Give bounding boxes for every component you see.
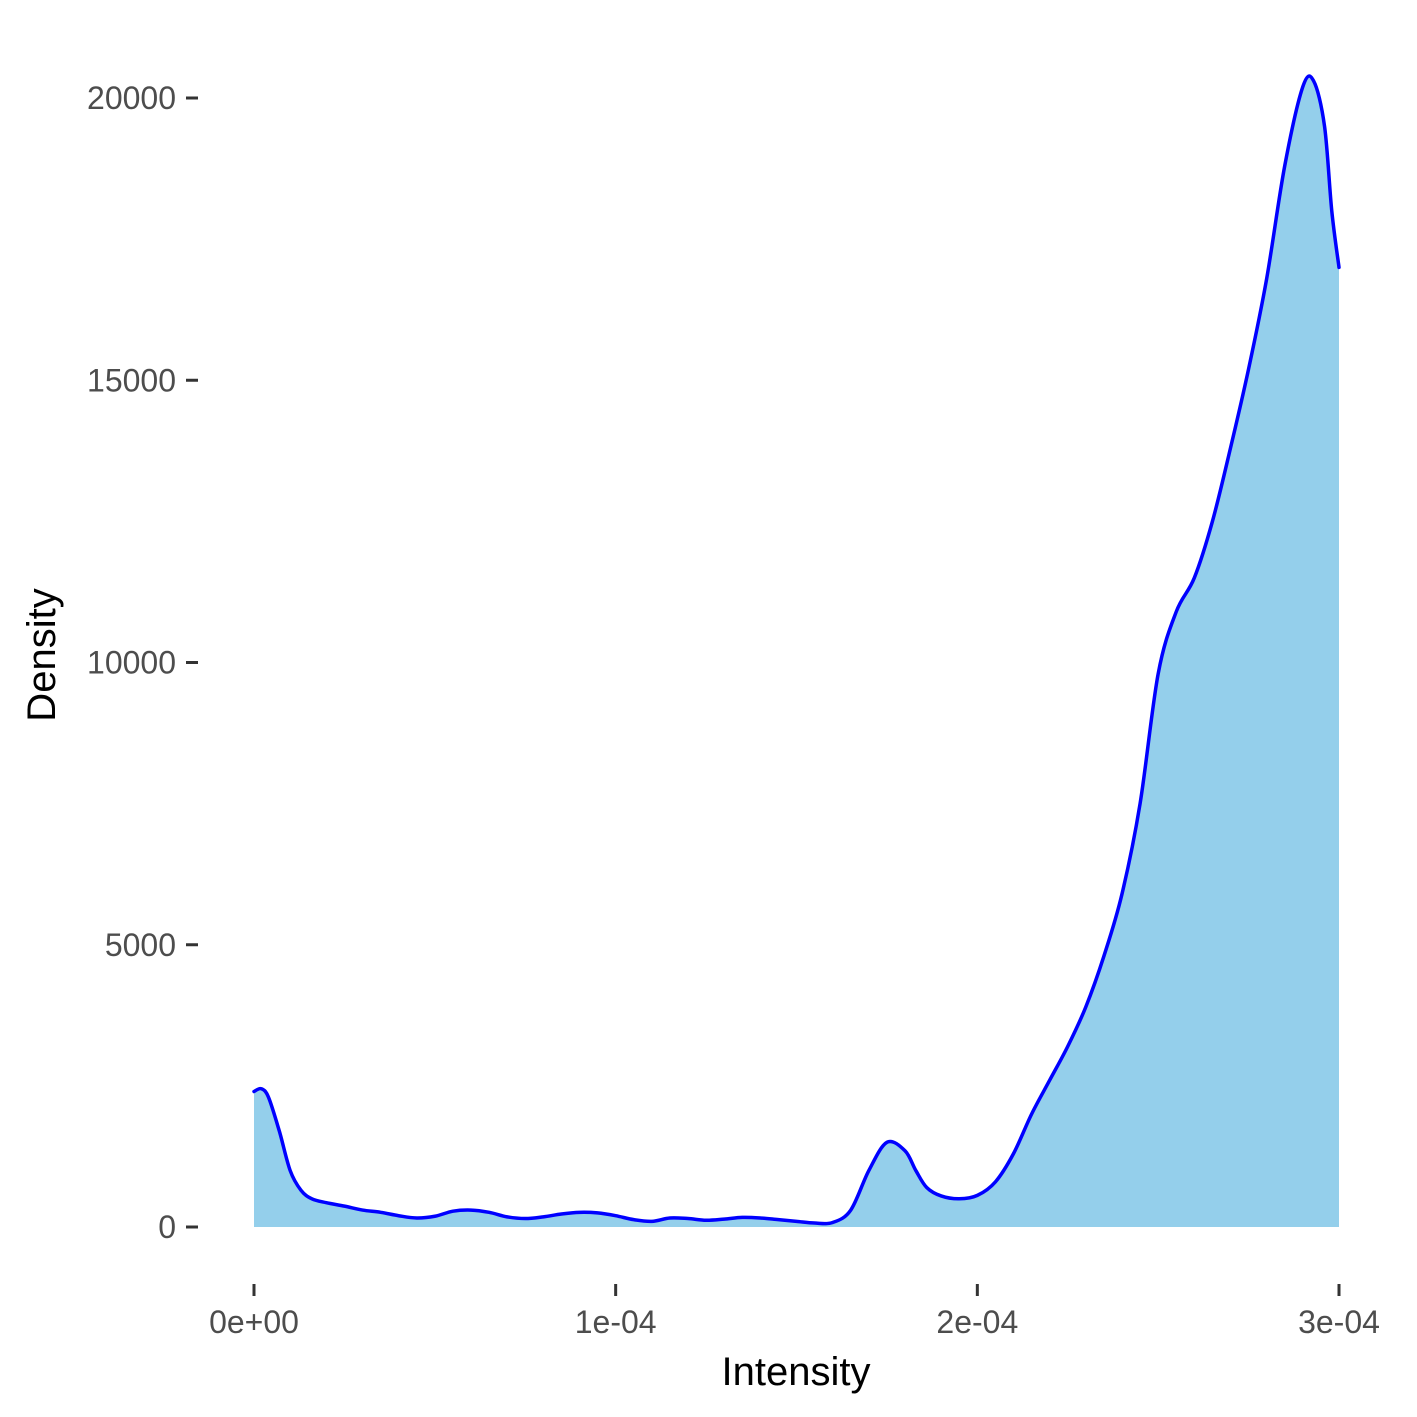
y-tick-label: 10000 — [87, 645, 176, 681]
plot-area — [252, 74, 1341, 1227]
y-tick-label: 0 — [158, 1209, 176, 1245]
y-axis: 0 5000 10000 15000 20000 — [87, 80, 198, 1245]
x-tick-label: 1e-04 — [575, 1304, 657, 1340]
density-area — [254, 76, 1339, 1227]
x-tick-label: 0e+00 — [209, 1304, 299, 1340]
x-axis-title: Intensity — [722, 1350, 871, 1394]
y-tick-label: 5000 — [105, 927, 176, 963]
x-axis: 0e+00 1e-04 2e-04 3e-04 — [209, 1284, 1380, 1340]
x-tick-label: 2e-04 — [936, 1304, 1018, 1340]
x-tick-label: 3e-04 — [1298, 1304, 1380, 1340]
density-line — [252, 74, 1341, 1226]
y-axis-title: Density — [20, 588, 64, 721]
y-tick-label: 15000 — [87, 362, 176, 398]
y-tick-label: 20000 — [87, 80, 176, 116]
